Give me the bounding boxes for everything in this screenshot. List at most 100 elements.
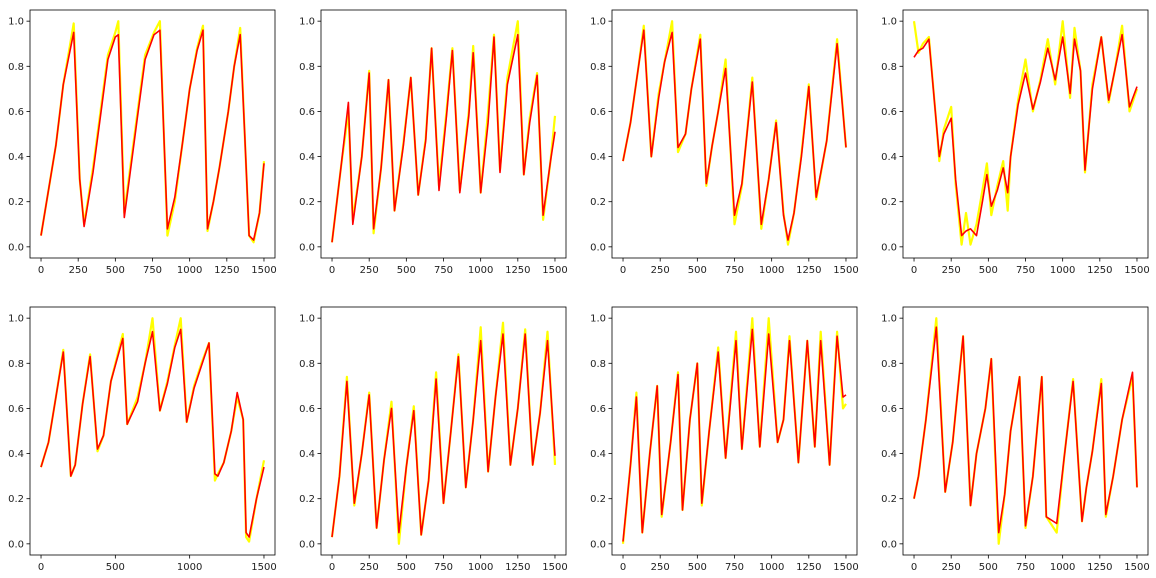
- x-tick-label: 1250: [1087, 265, 1112, 276]
- y-tick-label: 0.8: [8, 359, 24, 370]
- series-line-smooth: [331, 333, 556, 538]
- x-tick-label: 0: [329, 265, 335, 276]
- series-line-smooth: [622, 29, 847, 241]
- y-tick-label: 0.0: [881, 539, 897, 550]
- x-tick-label: 750: [1016, 562, 1035, 573]
- x-tick-label: 1500: [833, 265, 858, 276]
- x-tick-label: 0: [911, 265, 917, 276]
- y-tick-label: 0.6: [8, 107, 24, 118]
- y-tick-label: 0.2: [881, 494, 897, 505]
- subplot-1: 0 250 500 750 1000 1250 1500 0.0 0.2 0.4 0.6 0.8 1.0: [8, 9, 277, 276]
- y-tick-label: 0.2: [881, 197, 897, 208]
- x-tick-label: 1000: [1050, 265, 1075, 276]
- y-tick-label: 0.2: [8, 494, 24, 505]
- y-tick-label: 1.0: [881, 314, 897, 325]
- x-tick-label: 1500: [1124, 562, 1149, 573]
- y-tick-label: 0.4: [590, 449, 606, 460]
- y-tick-label: 0.0: [8, 242, 24, 253]
- y-tick-label: 0.6: [590, 404, 606, 415]
- axes-frame: [320, 306, 567, 556]
- x-tick-label: 250: [942, 265, 961, 276]
- x-tick-label: 1500: [542, 265, 567, 276]
- subplot-7: 0 250 500 750 1000 1250 1500 0.0 0.2 0.4 0.6 0.8 1.0: [590, 306, 859, 573]
- series-line-noisy: [330, 321, 557, 545]
- y-tick-label: 0.8: [299, 359, 315, 370]
- x-tick-label: 750: [434, 562, 453, 573]
- x-tick-label: 500: [688, 265, 707, 276]
- axes-frame: [29, 306, 276, 556]
- x-tick-label: 1000: [468, 265, 493, 276]
- y-tick-label: 0.4: [881, 152, 897, 163]
- y-tick-label: 0.4: [8, 449, 24, 460]
- x-tick-label: 1250: [796, 562, 821, 573]
- y-tick-label: 0.6: [8, 404, 24, 415]
- x-tick-label: 1500: [833, 562, 858, 573]
- x-tick-label: 1000: [177, 562, 202, 573]
- x-tick-label: 500: [106, 562, 125, 573]
- x-tick-label: 1500: [542, 562, 567, 573]
- x-tick-label: 0: [620, 562, 626, 573]
- x-tick-label: 250: [69, 265, 88, 276]
- x-tick-label: 0: [329, 562, 335, 573]
- x-tick-label: 1500: [251, 265, 276, 276]
- x-tick-label: 1500: [1124, 265, 1149, 276]
- y-tick-label: 0.4: [881, 449, 897, 460]
- y-tick-label: 1.0: [590, 314, 606, 325]
- y-tick-label: 0.0: [590, 539, 606, 550]
- series-line-smooth: [331, 33, 556, 243]
- x-tick-label: 0: [620, 265, 626, 276]
- x-tick-label: 250: [651, 265, 670, 276]
- subplot-2: 0 250 500 750 1000 1250 1500 0.0 0.2 0.4 0.6 0.8 1.0: [299, 9, 568, 276]
- series-line-smooth: [40, 29, 265, 241]
- axes-frame: [902, 9, 1149, 259]
- y-tick-label: 0.8: [881, 359, 897, 370]
- x-tick-label: 250: [360, 265, 379, 276]
- x-tick-label: 250: [360, 562, 379, 573]
- y-tick-label: 0.0: [299, 539, 315, 550]
- y-tick-label: 0.0: [881, 242, 897, 253]
- y-tick-label: 0.8: [881, 62, 897, 73]
- y-tick-label: 0.6: [590, 107, 606, 118]
- series-line-noisy: [39, 317, 266, 543]
- y-tick-label: 1.0: [590, 17, 606, 28]
- y-tick-label: 1.0: [299, 314, 315, 325]
- x-tick-label: 250: [651, 562, 670, 573]
- y-tick-label: 0.2: [8, 197, 24, 208]
- x-tick-label: 1000: [1050, 562, 1075, 573]
- y-tick-label: 0.6: [299, 107, 315, 118]
- y-tick-label: 0.0: [299, 242, 315, 253]
- y-tick-label: 0.8: [590, 359, 606, 370]
- subplot-8: 0 250 500 750 1000 1250 1500 0.0 0.2 0.4 0.6 0.8 1.0: [881, 306, 1150, 573]
- x-tick-label: 1250: [1087, 562, 1112, 573]
- y-tick-label: 0.6: [881, 404, 897, 415]
- y-tick-label: 0.0: [8, 539, 24, 550]
- x-tick-label: 500: [106, 265, 125, 276]
- x-tick-label: 0: [38, 265, 44, 276]
- y-tick-label: 0.6: [881, 107, 897, 118]
- y-tick-label: 0.4: [590, 152, 606, 163]
- y-tick-label: 0.4: [299, 152, 315, 163]
- y-tick-label: 0.6: [299, 404, 315, 415]
- series-line-smooth: [622, 328, 847, 542]
- x-tick-label: 0: [911, 562, 917, 573]
- y-tick-label: 0.2: [590, 494, 606, 505]
- subplot-5: 0 500 1000 1500 0.0 0.2 0.4 0.6 0.8 1.0: [8, 306, 277, 573]
- x-tick-label: 1500: [251, 562, 276, 573]
- y-tick-label: 1.0: [8, 314, 24, 325]
- y-tick-label: 0.4: [8, 152, 24, 163]
- x-tick-label: 1250: [505, 265, 530, 276]
- x-tick-label: 500: [979, 265, 998, 276]
- y-tick-label: 1.0: [8, 17, 24, 28]
- subplot-3: 0 250 500 750 1000 1250 1500 0.0 0.2 0.4 0.6 0.8 1.0: [590, 9, 859, 276]
- x-tick-label: 1000: [468, 562, 493, 573]
- x-tick-label: 750: [434, 265, 453, 276]
- x-tick-label: 750: [143, 265, 162, 276]
- x-tick-label: 500: [397, 265, 416, 276]
- series-line-smooth: [913, 326, 1138, 534]
- x-tick-label: 1000: [759, 562, 784, 573]
- x-tick-label: 750: [725, 562, 744, 573]
- y-tick-label: 0.8: [299, 62, 315, 73]
- series-line-smooth: [913, 33, 1138, 237]
- y-tick-label: 0.8: [8, 62, 24, 73]
